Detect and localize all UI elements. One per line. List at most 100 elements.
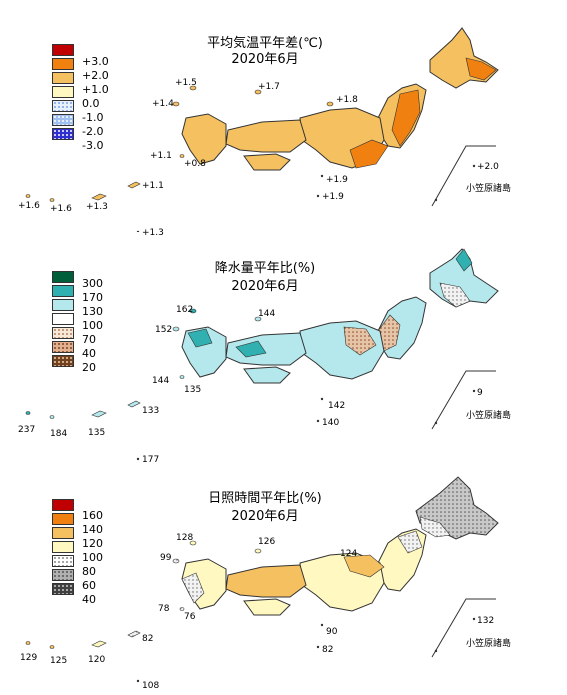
station-value: 78 <box>158 604 170 614</box>
island <box>472 389 476 393</box>
legend-swatch <box>52 58 74 70</box>
island <box>91 410 107 418</box>
island <box>49 415 55 419</box>
island <box>316 645 320 649</box>
legend-label: -2.0 <box>82 125 104 138</box>
map-title: 日照時間平年比(%) <box>208 491 322 506</box>
station-value: +1.1 <box>142 181 164 191</box>
island <box>49 198 55 202</box>
sunshine-map <box>25 476 499 683</box>
island <box>179 154 185 158</box>
station-value: +1.3 <box>86 202 108 212</box>
legend-label: 140 <box>82 523 103 536</box>
island <box>320 623 324 627</box>
station-value: 177 <box>142 455 160 465</box>
station-value: 76 <box>184 612 196 622</box>
shikoku-region <box>243 153 291 171</box>
island <box>189 540 197 546</box>
island <box>179 375 185 379</box>
legend-label: 80 <box>82 565 96 578</box>
sunshine-panel: 日照時間平年比(%) 2020年6月 160 140 120 100 80 60… <box>0 467 567 695</box>
island <box>316 419 320 423</box>
island <box>136 679 140 683</box>
hokkaido-south-region <box>419 516 451 538</box>
island <box>25 411 31 415</box>
station-value: +1.5 <box>175 78 197 88</box>
legend-swatch <box>52 355 74 367</box>
legend-label: 120 <box>82 537 103 550</box>
inset-border <box>431 145 496 207</box>
legend-label: -3.0 <box>82 139 104 152</box>
hokuriku-region <box>343 554 385 578</box>
map-title: 降水量平年比(%) <box>214 261 316 276</box>
station-value: 135 <box>88 428 106 438</box>
station-value: 126 <box>258 537 276 547</box>
legend-label: -1.0 <box>82 111 104 124</box>
map-subtitle: 2020年6月 <box>231 509 299 524</box>
station-value: 142 <box>328 401 346 411</box>
legend-swatch <box>52 555 74 567</box>
island <box>320 397 324 401</box>
island <box>472 617 476 621</box>
station-value: +1.9 <box>326 175 348 185</box>
island <box>316 194 320 198</box>
kanto-region <box>349 139 389 169</box>
honshu-central-region <box>299 320 385 380</box>
hokkaido-south-region <box>439 282 471 308</box>
legend-swatch <box>52 114 74 126</box>
station-value: +1.9 <box>322 192 344 202</box>
station-value: 99 <box>160 553 172 563</box>
shikoku-region <box>243 366 291 384</box>
kyushu-region <box>181 113 227 165</box>
legend-swatch <box>52 128 74 140</box>
legend-label: 100 <box>82 319 103 332</box>
station-value: 152 <box>155 325 173 335</box>
legend-label: 40 <box>82 593 96 606</box>
map-subtitle: 2020年6月 <box>231 279 299 294</box>
legend-swatch <box>52 313 74 325</box>
station-value: 120 <box>88 655 106 665</box>
ogasawara-label: 小笠原諸島 <box>466 639 512 649</box>
island <box>254 548 262 554</box>
hokkaido-north-region <box>455 248 473 272</box>
station-value: 124 <box>340 549 358 559</box>
station-value: 9 <box>477 388 483 398</box>
station-value: 140 <box>322 418 340 428</box>
legend-swatch <box>52 86 74 98</box>
island <box>127 630 141 638</box>
station-value: +1.3 <box>142 228 164 238</box>
legend-swatch <box>52 271 74 283</box>
legend-swatch <box>52 100 74 112</box>
island <box>320 174 324 178</box>
station-value: 128 <box>176 533 194 543</box>
legend-label: 40 <box>82 347 96 360</box>
legend-swatch <box>52 327 74 339</box>
island <box>172 326 180 332</box>
station-value: 125 <box>50 656 68 666</box>
tohoku-east-region <box>391 89 421 147</box>
temperature-map <box>25 27 499 232</box>
legend-label: 130 <box>82 305 103 318</box>
station-value: +1.4 <box>152 99 174 109</box>
shikoku-region <box>243 598 291 616</box>
station-value: 82 <box>142 634 154 644</box>
station-value: 90 <box>326 627 338 637</box>
island <box>254 89 262 95</box>
legend-label: 60 <box>82 579 96 592</box>
station-value: 162 <box>176 305 194 315</box>
station-value: +0.8 <box>184 159 206 169</box>
station-value: 133 <box>142 406 160 416</box>
station-value: 144 <box>258 309 276 319</box>
legend-swatch <box>52 541 74 553</box>
island <box>136 457 140 461</box>
tohoku-north-region <box>397 530 423 554</box>
island <box>25 194 31 198</box>
inset-border <box>431 598 496 658</box>
ogasawara-label: 小笠原諸島 <box>466 411 512 421</box>
kyushu-west-region <box>181 572 205 604</box>
island <box>472 164 476 168</box>
station-value: +1.7 <box>258 82 280 92</box>
ogasawara-label: 小笠原諸島 <box>466 184 512 194</box>
station-value: 184 <box>50 429 68 439</box>
legend-label: 20 <box>82 361 96 374</box>
